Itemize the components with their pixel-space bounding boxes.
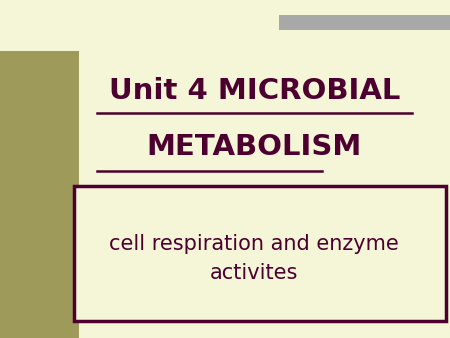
- Text: METABOLISM: METABOLISM: [147, 133, 362, 161]
- Bar: [279, 15, 450, 30]
- Bar: [74, 186, 446, 321]
- Text: Unit 4 MICROBIAL: Unit 4 MICROBIAL: [108, 77, 400, 105]
- Text: cell respiration and enzyme
activites: cell respiration and enzyme activites: [109, 234, 399, 283]
- Bar: [0, 51, 79, 338]
